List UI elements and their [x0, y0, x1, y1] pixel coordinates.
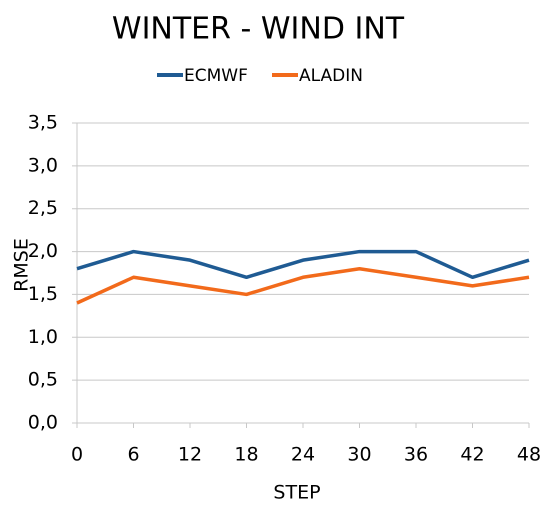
chart-title: WINTER - WIND INT — [112, 12, 405, 47]
y-tick-label: 2,5 — [28, 197, 58, 219]
x-tick-label: 18 — [234, 444, 258, 466]
y-tick-label: 3,5 — [28, 112, 58, 134]
y-tick-label: 2,0 — [28, 240, 58, 262]
legend-label: ECMWF — [184, 66, 248, 86]
y-tick-label: 1,5 — [28, 283, 58, 305]
y-axis-label: RMSE — [11, 238, 33, 292]
x-tick-label: 30 — [347, 444, 371, 466]
y-tick-label: 1,0 — [28, 326, 58, 348]
legend-label: ALADIN — [299, 66, 363, 86]
x-tick-label: 42 — [460, 444, 484, 466]
x-tick-label: 48 — [517, 444, 541, 466]
y-tick-label: 3,0 — [28, 154, 58, 176]
x-tick-label: 6 — [127, 444, 139, 466]
x-tick-label: 36 — [404, 444, 428, 466]
x-tick-label: 0 — [71, 444, 83, 466]
x-tick-label: 24 — [291, 444, 315, 466]
series-line — [76, 266, 530, 305]
x-tick-label: 12 — [178, 444, 202, 466]
y-tick-label: 0,0 — [28, 412, 58, 434]
x-axis-label: STEP — [273, 482, 320, 504]
y-tick-label: 0,5 — [28, 369, 58, 391]
series-line — [76, 249, 530, 280]
